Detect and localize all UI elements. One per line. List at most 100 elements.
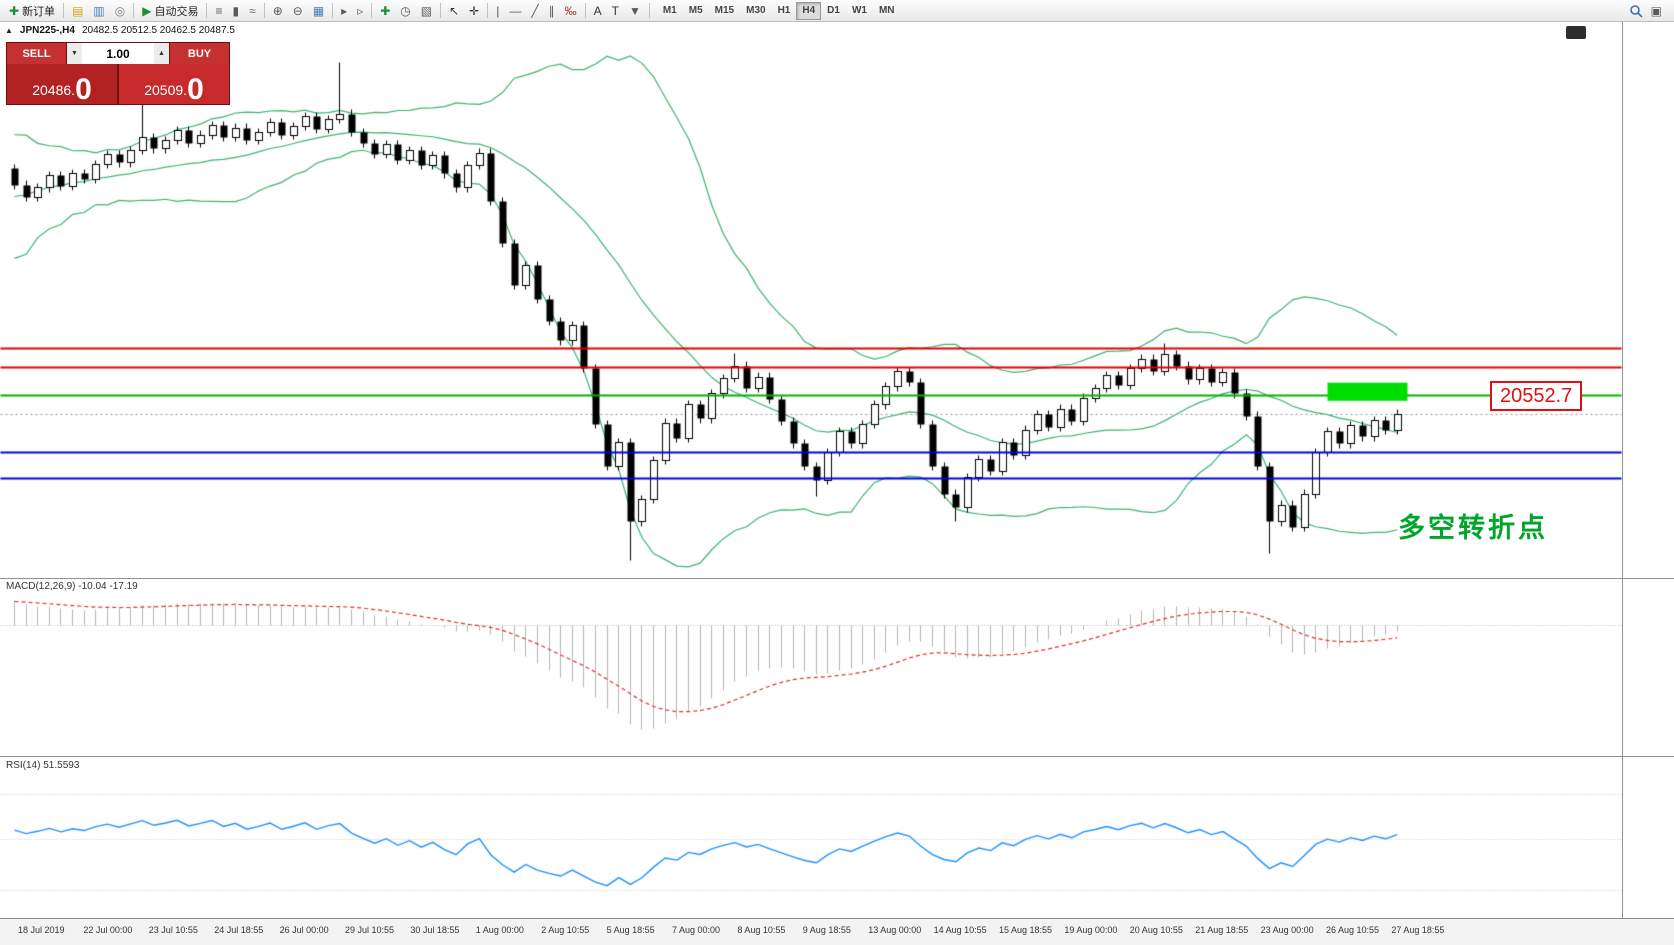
trendline-icon[interactable]: ╱ — [526, 1, 543, 21]
grid-icon-glyph: ▦ — [312, 3, 325, 18]
time-axis-label: 9 Aug 18:55 — [802, 925, 851, 935]
zoom-out-icon-glyph: ⊖ — [292, 3, 303, 18]
buy-price[interactable]: 20509. 0 — [119, 64, 229, 104]
fibonacci-icon[interactable]: ‰ — [560, 1, 582, 21]
channel-icon[interactable]: ∥ — [544, 1, 560, 21]
label-icon[interactable]: T — [607, 1, 624, 21]
rsi-label: RSI(14) 51.5593 — [6, 760, 80, 771]
toolbar-separator — [584, 3, 586, 18]
volume-decrease-button[interactable]: ▼ — [67, 43, 82, 64]
timeframe-m5[interactable]: M5 — [683, 2, 709, 20]
line-chart-icon[interactable]: ≈ — [244, 1, 261, 21]
vertical-line-icon-glyph: | — [496, 3, 500, 18]
trendline-icon-glyph: ╱ — [531, 3, 539, 18]
price-callout-label[interactable]: 20552.7 — [1490, 381, 1583, 412]
candlestick-icon[interactable]: ▮ — [227, 1, 244, 21]
cursor-icon[interactable]: ↖ — [444, 1, 464, 21]
chart-shift-icon-glyph: ▹ — [357, 3, 364, 18]
indicators-icon-glyph: ✚ — [380, 3, 391, 18]
annotation-note[interactable]: 多空转折点 — [1398, 513, 1548, 543]
periods-icon[interactable]: ◷ — [395, 1, 415, 21]
macd-label: MACD(12,26,9) -10.04 -17.19 — [6, 581, 138, 592]
sell-button[interactable]: SELL — [7, 43, 66, 64]
time-axis-label: 23 Aug 00:00 — [1260, 925, 1314, 935]
timeframe-w1[interactable]: W1 — [846, 2, 873, 20]
timeframe-m30[interactable]: M30 — [740, 2, 771, 20]
zoom-out-icon[interactable]: ⊖ — [288, 1, 308, 21]
window-control-button[interactable] — [1566, 26, 1586, 39]
bar-chart-icon[interactable]: ≡ — [210, 1, 227, 21]
time-axis-label: 5 Aug 18:55 — [606, 925, 655, 935]
volume-box: ▼ ▲ — [66, 43, 170, 64]
volume-increase-button[interactable]: ▲ — [154, 43, 169, 64]
buy-button[interactable]: BUY — [170, 43, 229, 64]
indicators-icon[interactable]: ✚ — [375, 1, 395, 21]
time-axis-label: 26 Jul 00:00 — [279, 925, 329, 935]
time-axis[interactable]: 18 Jul 2019 22 Jul 00:00 23 Jul 10:55 24 Ju… — [0, 918, 1674, 945]
time-axis-label: 7 Aug 00:00 — [672, 925, 721, 935]
new-order-button[interactable]: ✚ 新订单 — [4, 1, 60, 21]
arrows-icon[interactable]: ▼ — [624, 1, 646, 21]
time-axis-label: 22 Jul 00:00 — [83, 925, 133, 935]
buy-price-small: 20509. — [144, 82, 188, 98]
symbol-bar: ▲ JPN225-,H4 20482.5 20512.5 20462.5 204… — [5, 25, 235, 36]
templates-icon[interactable]: ▧ — [416, 1, 437, 21]
auto-trading-glyph: ▶ — [142, 3, 152, 18]
chart-shift-icon[interactable]: ▹ — [352, 1, 368, 21]
sell-price-big: 0 — [75, 72, 92, 106]
collapse-arrow-icon[interactable]: ▲ — [5, 26, 13, 35]
main-price-chart[interactable] — [0, 40, 1622, 578]
toolbar-separator — [206, 3, 208, 18]
navigator-icon[interactable]: ◎ — [110, 1, 130, 21]
macd-indicator-chart[interactable] — [0, 579, 1622, 756]
timeframe-h4[interactable]: H4 — [796, 1, 822, 20]
new-order-button-label: 新订单 — [22, 5, 56, 18]
line-chart-icon-glyph: ≈ — [249, 3, 256, 18]
rsi-indicator-chart[interactable] — [0, 757, 1622, 918]
sell-price-small: 20486. — [32, 82, 76, 98]
grid-icon[interactable]: ▦ — [308, 1, 329, 21]
templates-icon-glyph: ▧ — [420, 3, 433, 18]
charts-grid-icon[interactable]: ▤ — [67, 1, 88, 21]
pane-separator[interactable] — [0, 756, 1674, 757]
horizontal-line-icon-glyph: — — [509, 3, 522, 18]
sell-price[interactable]: 20486. 0 — [7, 64, 117, 104]
time-axis-label: 24 Jul 18:55 — [214, 925, 264, 935]
fibonacci-icon-glyph: ‰ — [564, 3, 577, 18]
data-window-icon[interactable]: ▥ — [88, 1, 109, 21]
toolbar-separator — [263, 3, 265, 18]
time-axis-label: 14 Aug 10:55 — [933, 925, 987, 935]
timeframe-h1[interactable]: H1 — [772, 2, 797, 20]
time-axis-label: 27 Aug 18:55 — [1391, 925, 1445, 935]
search-icon[interactable] — [1629, 4, 1643, 18]
time-axis-label: 15 Aug 18:55 — [999, 925, 1053, 935]
time-axis-label: 20 Aug 10:55 — [1129, 925, 1183, 935]
toolbar-separator — [371, 3, 373, 18]
symbol-title: JPN225-,H4 — [19, 25, 75, 36]
toolbar-right: ▣ — [1629, 4, 1662, 18]
auto-scroll-icon[interactable]: ▸ — [336, 1, 352, 21]
time-axis-label: 29 Jul 10:55 — [345, 925, 395, 935]
layout-icon[interactable]: ▣ — [1650, 3, 1662, 18]
zoom-in-icon-glyph: ⊕ — [272, 3, 283, 18]
timeframe-m1[interactable]: M1 — [657, 2, 683, 20]
periods-icon-glyph: ◷ — [400, 3, 411, 18]
timeframe-m15[interactable]: M15 — [709, 2, 740, 20]
time-axis-label: 23 Jul 10:55 — [148, 925, 198, 935]
time-axis-label: 26 Aug 10:55 — [1326, 925, 1380, 935]
auto-trading-button[interactable]: ▶ 自动交易 — [137, 1, 203, 21]
timeframe-d1[interactable]: D1 — [821, 2, 846, 20]
auto-trading-button-label: 自动交易 — [154, 5, 199, 18]
price-axis[interactable]: 21804.521689.021570.021451.021335.521216… — [1622, 0, 1674, 945]
horizontal-line-icon[interactable]: — — [504, 1, 526, 21]
vertical-line-icon[interactable]: | — [491, 1, 504, 21]
pane-separator[interactable] — [0, 578, 1674, 579]
timeframe-mn[interactable]: MN — [873, 2, 901, 20]
auto-scroll-icon-glyph: ▸ — [341, 3, 348, 18]
text-icon[interactable]: A — [589, 1, 607, 21]
crosshair-icon[interactable]: ✛ — [464, 1, 484, 21]
volume-input[interactable] — [82, 43, 154, 64]
arrows-icon-glyph: ▼ — [628, 3, 641, 18]
zoom-in-icon[interactable]: ⊕ — [268, 1, 288, 21]
